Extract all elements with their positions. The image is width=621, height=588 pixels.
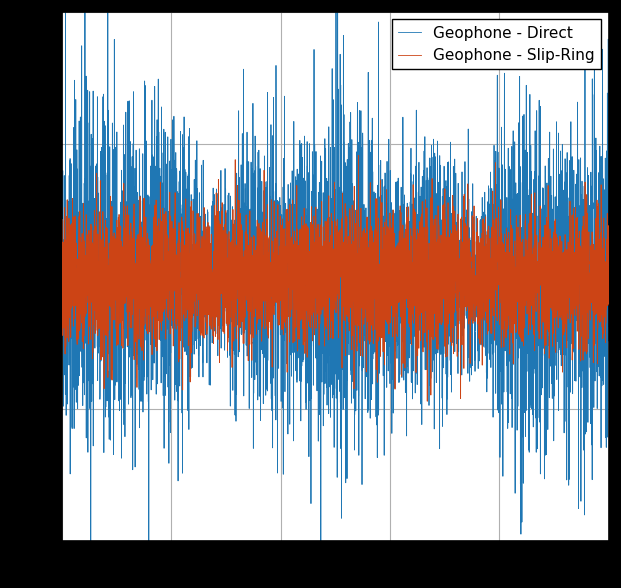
- Geophone - Slip-Ring: [58, 216, 66, 223]
- Geophone - Direct: [466, 364, 474, 371]
- Geophone - Direct: [158, 103, 165, 111]
- Line: Geophone - Slip-Ring: Geophone - Slip-Ring: [62, 155, 609, 401]
- Geophone - Slip-Ring: [466, 265, 474, 272]
- Legend: Geophone - Direct, Geophone - Slip-Ring: Geophone - Direct, Geophone - Slip-Ring: [392, 19, 601, 69]
- Geophone - Direct: [414, 211, 422, 218]
- Geophone - Slip-Ring: [158, 327, 165, 334]
- Line: Geophone - Direct: Geophone - Direct: [62, 0, 609, 588]
- Geophone - Slip-Ring: [605, 300, 612, 308]
- Geophone - Slip-Ring: [508, 290, 515, 298]
- Geophone - Slip-Ring: [355, 152, 362, 159]
- Geophone - Slip-Ring: [267, 326, 274, 333]
- Geophone - Slip-Ring: [424, 397, 431, 405]
- Geophone - Direct: [267, 121, 274, 128]
- Geophone - Direct: [386, 380, 394, 387]
- Geophone - Direct: [508, 149, 515, 156]
- Geophone - Slip-Ring: [414, 279, 421, 286]
- Geophone - Direct: [58, 240, 66, 247]
- Geophone - Direct: [605, 338, 612, 345]
- Geophone - Slip-Ring: [386, 267, 394, 274]
